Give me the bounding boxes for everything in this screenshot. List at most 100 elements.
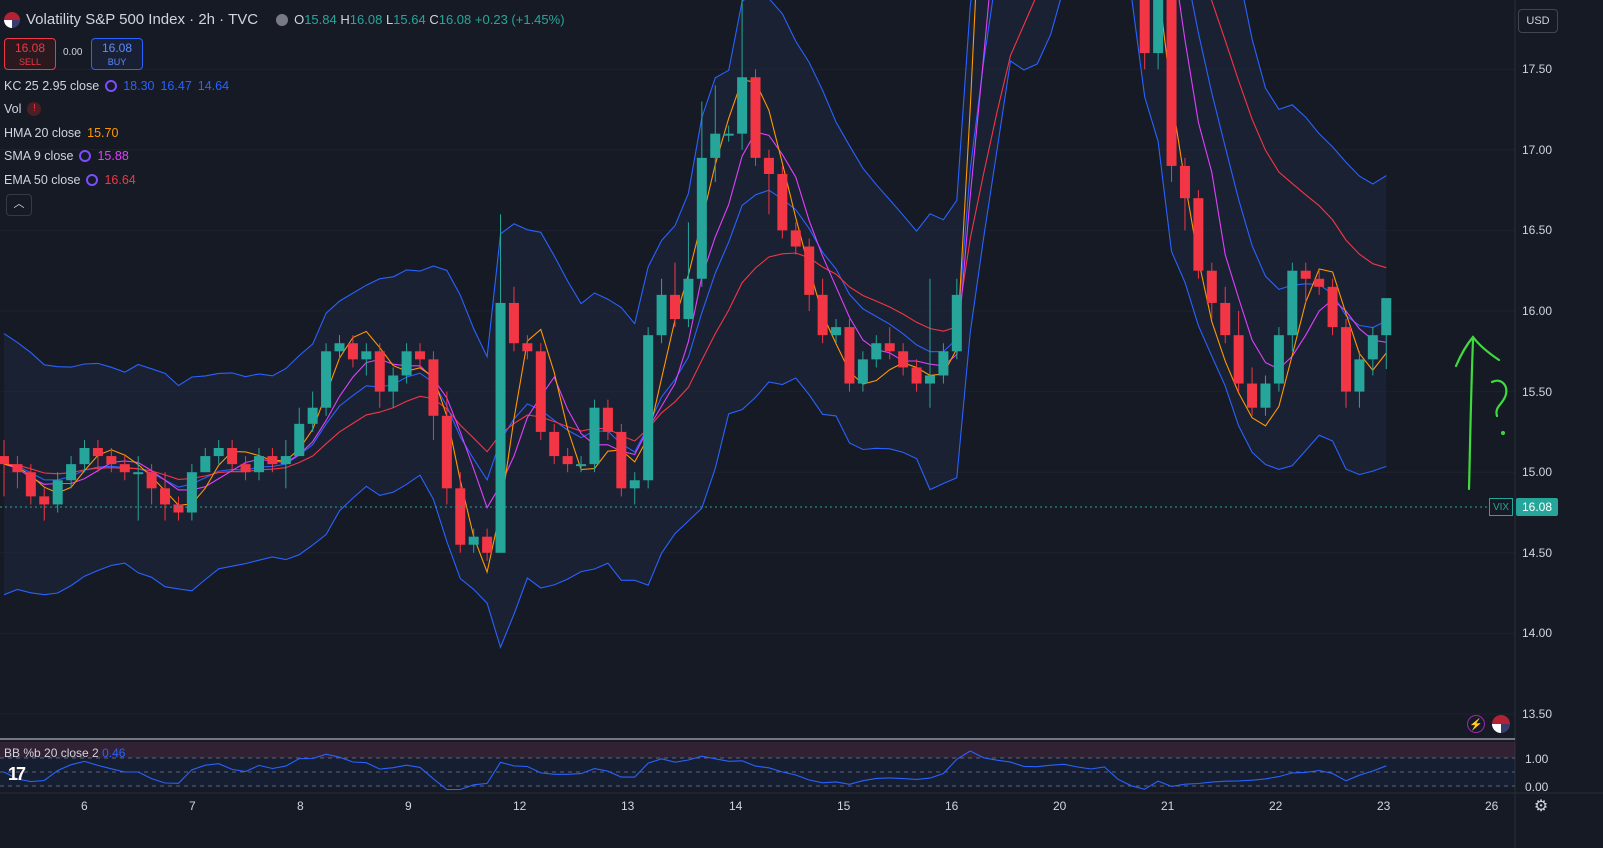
candle [589,399,600,473]
lightning-icon[interactable]: ⚡ [1467,715,1485,733]
candle [1300,262,1311,303]
candle [66,456,77,489]
candle [267,448,278,473]
candle-body [186,472,197,513]
market-status-icon[interactable] [276,13,289,26]
alert-icon[interactable]: ! [27,102,42,116]
candle-body [66,464,77,481]
indicator-vol[interactable]: Vol ! [4,102,42,116]
candle [696,101,707,287]
candle [1287,262,1298,352]
candle [1367,327,1378,376]
candle-body [508,302,519,344]
candle [857,351,868,392]
candle-body [361,351,372,360]
candle-body [831,327,842,336]
candle [186,464,197,521]
candle-body [267,456,278,465]
indicator-ema[interactable]: EMA 50 close 16.64 [4,173,136,187]
candle [1247,367,1258,416]
chart-legend-title[interactable]: Volatility S&P 500 Index · 2h · TVC O15.… [4,11,565,28]
candle-body [576,464,587,467]
candle-body [643,335,654,481]
bb-axis-upper: 1.00 [1525,752,1549,766]
candle-body [415,351,426,360]
price-axis-label: 16.50 [1522,223,1553,238]
candle-body [213,448,224,457]
candle-body [763,157,774,174]
bb-percent-b-line [3,750,1387,791]
candle [831,319,842,344]
tradingview-logo[interactable]: 17 [8,764,26,784]
candle-body [240,464,251,473]
candle [670,262,680,328]
indicator-settings-icon[interactable] [86,174,99,186]
indicator-settings-icon[interactable] [105,80,118,92]
indicator-hma[interactable]: HMA 20 close 15.70 [4,126,119,140]
candle-body [1300,270,1311,279]
symbol-title[interactable]: Volatility S&P 500 Index · 2h · TVC [26,11,259,28]
candle-body [871,343,882,360]
price-axis-label: 14.50 [1522,545,1553,560]
candle [227,439,238,473]
candle [374,343,385,408]
indicator-sma[interactable]: SMA 9 close 15.88 [4,149,129,163]
time-axis-label: 26 [1485,799,1499,813]
candle [938,343,949,384]
candle [616,423,627,497]
candlestick-series [0,0,1392,561]
sma-9-line [3,0,1387,510]
candle-body [549,431,560,457]
candle [294,407,305,457]
last-price-tag: 16.08 [1516,498,1558,516]
time-axis-label: 22 [1269,799,1283,813]
gear-icon[interactable]: ⚙ [1533,798,1549,815]
candle [106,448,117,473]
sell-button[interactable]: 16.08 SELL [4,38,56,70]
candle-body [710,133,721,158]
candle [522,335,533,360]
indicator-settings-icon[interactable] [79,150,92,162]
candle-body [1247,383,1258,408]
candle [629,472,640,505]
candle [1233,311,1244,392]
candle [1206,262,1217,320]
buy-button[interactable]: 16.08 BUY [91,38,143,70]
candle [253,448,264,481]
candle-body [401,351,412,376]
candle-body [589,407,600,465]
candle [790,222,801,255]
candle [737,0,748,150]
candle [361,343,372,376]
candle [1381,298,1392,370]
candle-body [119,464,130,473]
spread-value: 0.00 [63,47,83,58]
candle [455,472,466,553]
candle [1193,190,1204,279]
candle [723,125,734,142]
currency-select[interactable]: USD [1518,9,1558,33]
indicator-kc[interactable]: KC 25 2.95 close 18.30 16.47 14.64 [4,79,230,93]
candle [683,222,694,328]
bb-overbought-zone [0,742,1515,758]
us-flag-icon[interactable] [1492,715,1510,733]
bb-indicator-legend[interactable]: BB %b 20 close 2 0.46 [4,746,126,760]
candle [119,456,130,481]
candle [911,359,922,392]
candle-body [1220,302,1231,336]
candle [924,278,935,408]
candle [535,343,546,440]
chart-grid [0,0,1515,714]
collapse-legend-button[interactable]: ︿ [6,194,32,216]
candle [25,464,36,505]
candle [1260,375,1271,416]
keltner-lower-line [3,0,1387,649]
candle-body [173,504,184,513]
candle-body [133,472,144,475]
price-axis-label: 16.00 [1522,304,1553,318]
candle [79,439,90,473]
candle-body [374,351,385,392]
candle-body [253,456,264,473]
arrow-annotation [1454,335,1508,491]
